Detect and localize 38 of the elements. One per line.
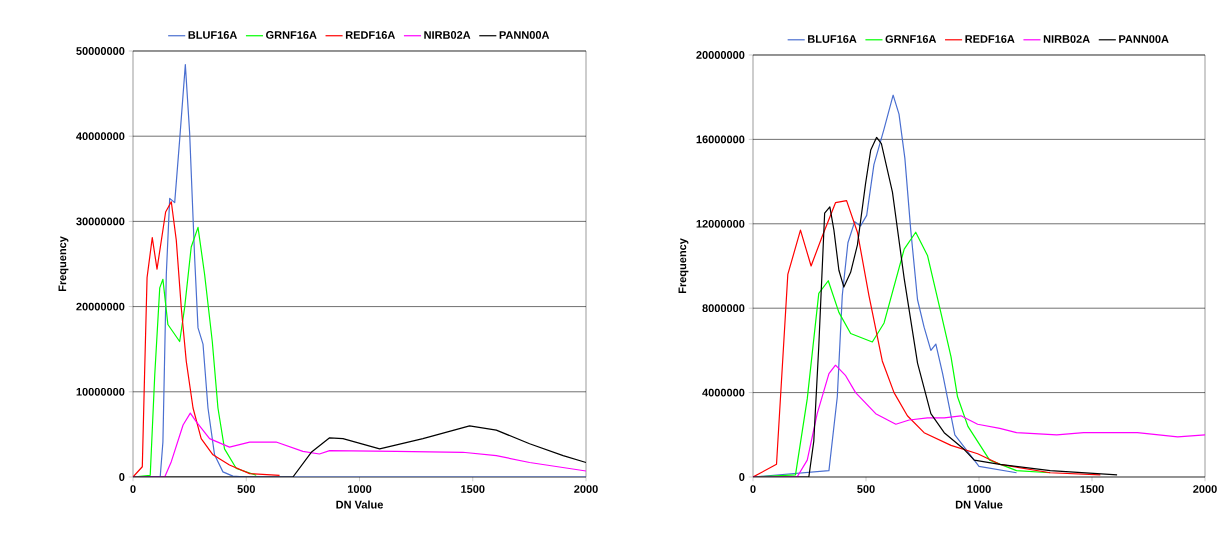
y-tick-label: 50000000 — [76, 47, 125, 55]
y-tick-label: 8000000 — [702, 304, 745, 313]
y-tick-label: 12000000 — [696, 219, 745, 228]
legend-label: PANN00A — [1119, 35, 1169, 43]
y-tick-label: 16000000 — [696, 135, 745, 144]
x-tick-label: 0 — [750, 485, 756, 493]
x-axis-title: DN Value — [955, 500, 1003, 509]
y-tick-label: 20000000 — [696, 51, 745, 59]
legend-label: NIRB02A — [1043, 35, 1090, 43]
line-series — [133, 201, 281, 477]
x-tick-label: 2000 — [574, 485, 598, 493]
y-tick-label: 10000000 — [76, 387, 125, 396]
x-tick-label: 2000 — [1193, 485, 1217, 493]
x-tick-label: 0 — [130, 485, 136, 493]
legend-label: REDF16A — [345, 31, 396, 39]
y-axis-title: Frequency — [58, 236, 69, 292]
y-tick-label: 0 — [119, 473, 125, 481]
legend-label: GRNF16A — [266, 31, 317, 39]
legend-label: PANN00A — [499, 31, 550, 39]
y-axis-title: Frequency — [678, 238, 689, 294]
x-tick-label: 500 — [237, 485, 255, 493]
legend-label: REDF16A — [965, 35, 1015, 43]
x-tick-label: 1500 — [461, 485, 485, 493]
legend-label: BLUF16A — [808, 35, 857, 43]
y-tick-label: 0 — [739, 473, 745, 481]
legend-label: GRNF16A — [885, 35, 937, 43]
x-tick-label: 1000 — [347, 485, 372, 493]
y-tick-label: 4000000 — [702, 388, 745, 397]
legend-label: BLUF16A — [188, 31, 238, 39]
x-tick-label: 500 — [857, 485, 875, 493]
y-tick-label: 40000000 — [76, 132, 125, 141]
x-axis-title: DN Value — [336, 500, 383, 509]
y-tick-label: 30000000 — [76, 217, 125, 226]
x-tick-label: 1000 — [967, 485, 991, 493]
legend-label: NIRB02A — [424, 31, 471, 39]
y-tick-label: 20000000 — [76, 302, 125, 311]
line-series — [753, 199, 1101, 477]
x-tick-label: 1500 — [1080, 485, 1104, 493]
